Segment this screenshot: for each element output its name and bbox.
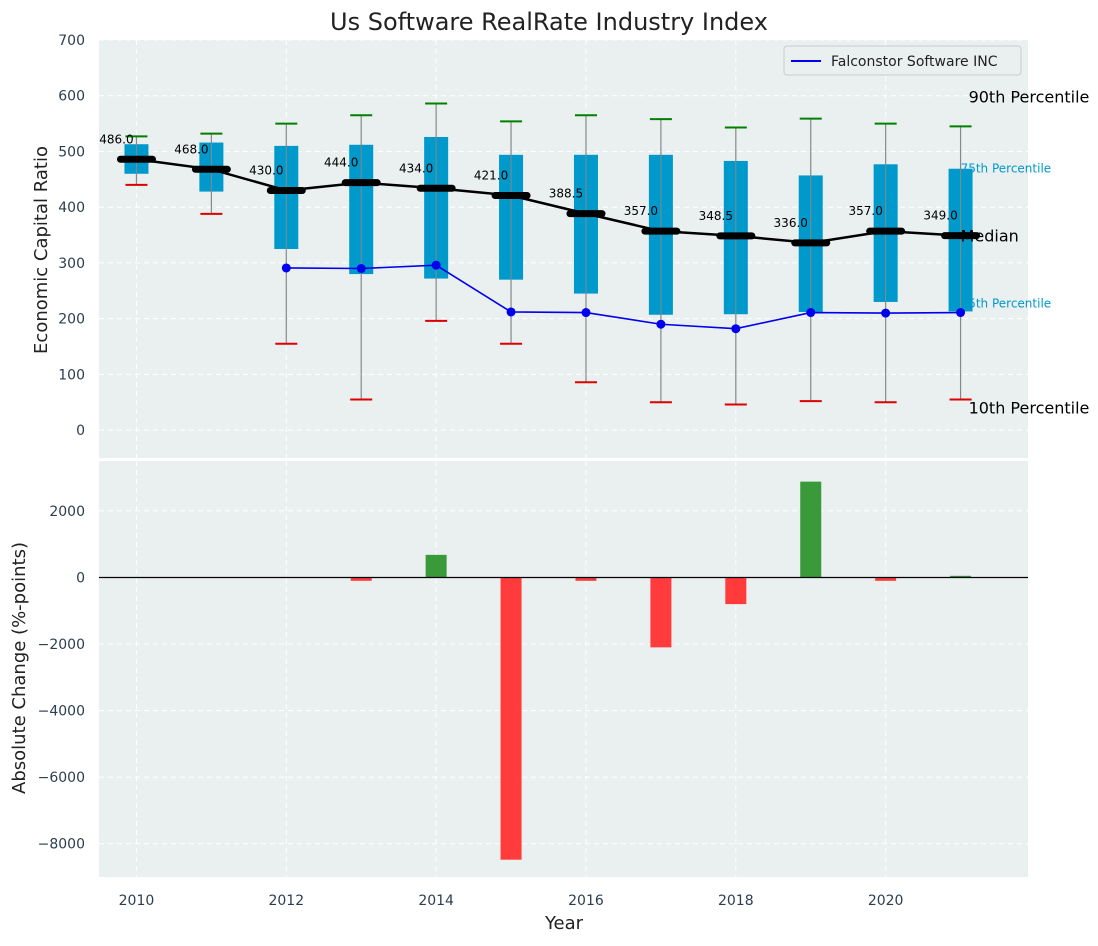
x-tick-label: 2018 (718, 893, 754, 909)
bottom-panel-background (99, 461, 1028, 877)
median-data-label: 348.5 (699, 209, 733, 223)
x-tick-label: 2012 (268, 893, 304, 909)
change-bar (800, 481, 822, 578)
legend: Falconstor Software INC (783, 45, 1022, 76)
bottom-panel: −8000 −6000 −4000 −2000 0 2000 2010 2012 2014 201… (38, 461, 1028, 909)
company-point (281, 263, 291, 273)
top-y-tick-label: 400 (58, 200, 85, 216)
x-tick-label: 2020 (868, 893, 904, 909)
company-point (956, 308, 966, 318)
x-tick-label: 2016 (568, 893, 604, 909)
median-data-label: 421.0 (474, 168, 508, 182)
bottom-y-tick-label: −8000 (38, 837, 85, 853)
top-y-tick-label: 700 (58, 33, 85, 49)
median-data-label: 486.0 (99, 132, 133, 146)
company-point (806, 308, 816, 318)
company-point (731, 324, 741, 334)
bottom-y-tick-label: −6000 (38, 770, 85, 786)
change-bar (425, 554, 447, 578)
x-axis-label: Year (544, 913, 584, 934)
top-y-tick-label: 500 (58, 144, 85, 160)
p10-series-label: 10th Percentile (969, 398, 1090, 417)
change-bar (875, 577, 897, 581)
x-tick-label: 2010 (119, 893, 155, 909)
bottom-y-axis-label: Absolute Change (%-points) (9, 542, 30, 794)
company-point (506, 307, 516, 317)
median-data-label: 434.0 (399, 161, 433, 175)
top-y-tick-label: 600 (58, 89, 85, 105)
p25-series-label: 25th Percentile (961, 296, 1052, 310)
median-data-label: 336.0 (774, 216, 808, 230)
bottom-y-tick-label: −4000 (38, 704, 85, 720)
change-bar (650, 577, 672, 648)
top-y-axis-label: Economic Capital Ratio (31, 146, 52, 354)
company-point (581, 308, 591, 318)
median-series-label: Median (961, 227, 1019, 246)
median-data-label: 349.0 (923, 209, 957, 223)
chart-title: Us Software RealRate Industry Index (330, 8, 768, 36)
change-bar (725, 577, 747, 605)
company-point (656, 319, 666, 329)
top-y-tick-label: 100 (58, 367, 85, 383)
median-data-label: 430.0 (249, 163, 283, 177)
legend-box (783, 45, 1022, 76)
x-tick-label: 2014 (418, 893, 454, 909)
median-data-label: 468.0 (174, 142, 208, 156)
company-point (356, 264, 366, 274)
top-y-tick-label: 300 (58, 256, 85, 272)
p90-series-label: 90th Percentile (969, 87, 1090, 106)
median-data-label: 357.0 (848, 204, 882, 218)
p75-series-label: 75th Percentile (961, 162, 1052, 176)
company-point (431, 260, 441, 270)
company-point (881, 308, 891, 318)
top-y-tick-label: 200 (58, 312, 85, 328)
bottom-y-tick-label: 2000 (49, 504, 85, 520)
top-y-tick-label: 0 (76, 423, 85, 439)
change-bar (350, 577, 372, 581)
bottom-y-tick-label: 0 (76, 570, 85, 586)
median-data-label: 388.5 (549, 187, 583, 201)
change-bar (950, 575, 972, 578)
top-panel: 0 100 200 300 400 500 600 700 486.0 468.0 430.0 444… (58, 33, 1089, 458)
bottom-y-tick-label: −2000 (38, 637, 85, 653)
change-bar (575, 577, 597, 581)
change-bar (500, 577, 522, 860)
median-data-label: 357.0 (624, 204, 658, 218)
company-line (286, 264, 961, 330)
top-panel-background (99, 40, 1028, 458)
median-data-label: 444.0 (324, 156, 358, 170)
legend-label: Falconstor Software INC (831, 54, 998, 70)
